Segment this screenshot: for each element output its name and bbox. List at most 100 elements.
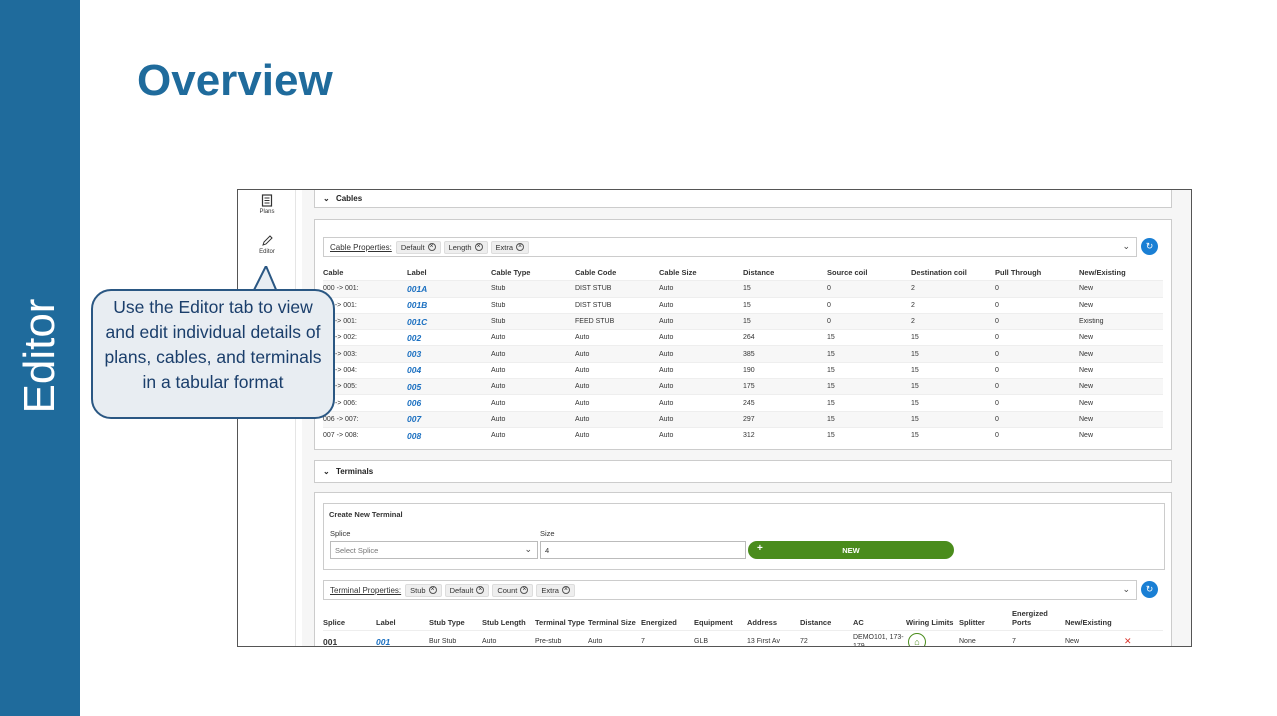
terminal-label-link[interactable]: 001 bbox=[376, 636, 391, 647]
table-cell: Auto bbox=[659, 366, 674, 374]
table-row[interactable]: 001 001 Bur Stub Auto Pre-stub Auto 7 GLB 13 Fir… bbox=[323, 630, 1163, 647]
close-icon[interactable]: × bbox=[476, 586, 485, 594]
new-terminal-button[interactable]: + NEW bbox=[748, 541, 954, 559]
cable-chip[interactable]: Length × bbox=[443, 240, 488, 254]
table-row[interactable]: -> 002: 002 Auto Auto Auto 264 15 15 0 New bbox=[323, 329, 1163, 345]
table-row[interactable]: -> 003: 003 Auto Auto Auto 385 15 15 0 New bbox=[323, 345, 1163, 362]
table-cell: 15 bbox=[827, 399, 835, 407]
nav-plans[interactable]: Plans bbox=[238, 194, 296, 215]
cables-section-header[interactable]: ⌄ Cables bbox=[314, 190, 1172, 208]
create-terminal-title: Create New Terminal bbox=[329, 510, 403, 519]
close-icon[interactable]: × bbox=[516, 243, 525, 251]
table-cell: 15 bbox=[911, 432, 919, 440]
table-cell: Auto bbox=[491, 399, 506, 407]
column-header[interactable]: Destination coil bbox=[911, 267, 967, 277]
column-header[interactable]: Splitter bbox=[959, 618, 985, 627]
cable-label-link[interactable]: 005 bbox=[407, 381, 422, 392]
table-row[interactable]: -> 004: 004 Auto Auto Auto 190 15 15 0 New bbox=[323, 361, 1163, 378]
table-cell: -> 003: bbox=[335, 350, 357, 358]
column-header[interactable]: Energized bbox=[641, 618, 677, 627]
column-header[interactable]: Cable Type bbox=[491, 267, 531, 277]
cable-chip[interactable]: Extra × bbox=[490, 240, 530, 254]
table-cell: 15 bbox=[827, 432, 835, 440]
column-header[interactable]: Terminal Type bbox=[535, 618, 585, 627]
close-icon[interactable]: × bbox=[520, 586, 529, 594]
terminals-section-header[interactable]: ⌄ Terminals bbox=[314, 460, 1172, 483]
column-header[interactable]: Distance bbox=[743, 267, 775, 277]
column-header[interactable]: New/Existing bbox=[1065, 618, 1112, 627]
table-cell: 0 bbox=[995, 350, 999, 358]
cable-label-link[interactable]: 006 bbox=[407, 398, 422, 409]
column-header[interactable]: Source coil bbox=[827, 267, 868, 277]
table-cell: 2 bbox=[911, 285, 915, 293]
table-cell: 0 bbox=[995, 383, 999, 391]
cable-chip[interactable]: Default × bbox=[395, 240, 441, 254]
table-cell: 15 bbox=[911, 399, 919, 407]
cable-label-link[interactable]: 007 bbox=[407, 414, 422, 425]
table-cell: 0 bbox=[827, 301, 831, 309]
new-button-label: NEW bbox=[842, 546, 860, 555]
cable-properties-bar[interactable]: Cable Properties: Default × Length × Extra × … bbox=[323, 237, 1137, 257]
table-cell: 15 bbox=[827, 350, 835, 358]
column-header[interactable]: Terminal Size bbox=[588, 618, 636, 627]
close-icon[interactable]: × bbox=[474, 243, 483, 251]
table-row[interactable]: 0 -> 001: 001B Stub DIST STUB Auto 15 0 2 0 New bbox=[323, 296, 1163, 313]
table-cell: Auto bbox=[491, 334, 506, 342]
cable-label-link[interactable]: 001C bbox=[407, 316, 428, 327]
column-header[interactable]: Label bbox=[376, 618, 396, 627]
chevron-down-icon[interactable]: ⌄ bbox=[1122, 241, 1130, 251]
refresh-icon[interactable]: ↻ bbox=[1141, 581, 1158, 598]
cable-label-link[interactable]: 001B bbox=[407, 300, 428, 311]
cable-label-link[interactable]: 001A bbox=[407, 283, 428, 294]
table-row[interactable]: -> 006: 006 Auto Auto Auto 245 15 15 0 New bbox=[323, 394, 1163, 410]
table-cell: 175 bbox=[743, 383, 755, 391]
nav-editor[interactable]: Editor bbox=[238, 234, 296, 255]
column-header[interactable]: New/Existing bbox=[1079, 267, 1126, 277]
table-row[interactable]: -> 005: 005 Auto Auto Auto 175 15 15 0 New bbox=[323, 378, 1163, 395]
column-header[interactable]: Equipment bbox=[694, 618, 733, 627]
column-header[interactable]: Cable Code bbox=[575, 267, 617, 277]
column-header[interactable]: Address bbox=[747, 618, 778, 627]
table-cell: Stub bbox=[491, 301, 506, 309]
close-icon[interactable]: × bbox=[561, 586, 570, 594]
table-cell: 0 bbox=[827, 285, 831, 293]
table-row[interactable]: 000 -> 001: 001A Stub DIST STUB Auto 15 0 2 0 New bbox=[323, 280, 1163, 297]
wiring-limits-icon[interactable]: ⌂ bbox=[906, 632, 959, 646]
table-cell: Auto bbox=[575, 415, 590, 423]
table-row[interactable]: 007 -> 008: 008 Auto Auto Auto 312 15 15 0 New bbox=[323, 426, 1163, 443]
cable-label-link[interactable]: 002 bbox=[407, 332, 422, 343]
column-header[interactable]: Distance bbox=[800, 618, 832, 627]
column-header[interactable]: Splice bbox=[323, 618, 346, 627]
table-row[interactable]: 0 -> 001: 001C Stub FEED STUB Auto 15 0 2 0 Exist… bbox=[323, 312, 1163, 330]
table-cell: 7 bbox=[1012, 638, 1016, 645]
refresh-icon[interactable]: ↻ bbox=[1141, 238, 1158, 255]
table-cell: 15 bbox=[827, 334, 835, 342]
delete-icon[interactable]: ✕ bbox=[1124, 636, 1132, 646]
column-header[interactable]: AC bbox=[853, 618, 864, 627]
cable-label-link[interactable]: 008 bbox=[407, 430, 422, 441]
splice-select[interactable]: Select Splice ⌄ bbox=[330, 541, 538, 559]
terminal-chip[interactable]: Default × bbox=[444, 583, 490, 597]
column-header[interactable]: Label bbox=[407, 267, 427, 277]
column-header[interactable]: Wiring Limits bbox=[906, 618, 954, 627]
cable-label-link[interactable]: 003 bbox=[407, 349, 422, 360]
table-row[interactable]: 006 -> 007: 007 Auto Auto Auto 297 15 15 0 New bbox=[323, 410, 1163, 427]
size-input[interactable]: 4 bbox=[540, 541, 746, 559]
column-header[interactable]: Pull Through bbox=[995, 267, 1042, 277]
terminal-chip[interactable]: Count × bbox=[492, 583, 534, 597]
column-header[interactable]: Stub Type bbox=[429, 618, 465, 627]
close-icon[interactable]: × bbox=[428, 586, 437, 594]
close-icon[interactable]: × bbox=[427, 243, 436, 251]
cable-properties-chips: Default × Length × Extra × bbox=[395, 240, 532, 254]
cable-label-link[interactable]: 004 bbox=[407, 365, 422, 376]
column-header[interactable]: Cable bbox=[323, 267, 344, 277]
column-header[interactable]: Stub Length bbox=[482, 618, 526, 627]
terminal-chip[interactable]: Stub × bbox=[405, 583, 442, 597]
table-cell: 190 bbox=[743, 366, 755, 374]
pencil-icon bbox=[262, 235, 273, 246]
chevron-down-icon[interactable]: ⌄ bbox=[1122, 584, 1130, 594]
terminal-chip[interactable]: Extra × bbox=[536, 583, 575, 597]
column-header[interactable]: Energized Ports bbox=[1012, 609, 1048, 627]
terminal-properties-bar[interactable]: Terminal Properties: Stub × Default × Count ×… bbox=[323, 580, 1137, 600]
column-header[interactable]: Cable Size bbox=[659, 267, 697, 277]
